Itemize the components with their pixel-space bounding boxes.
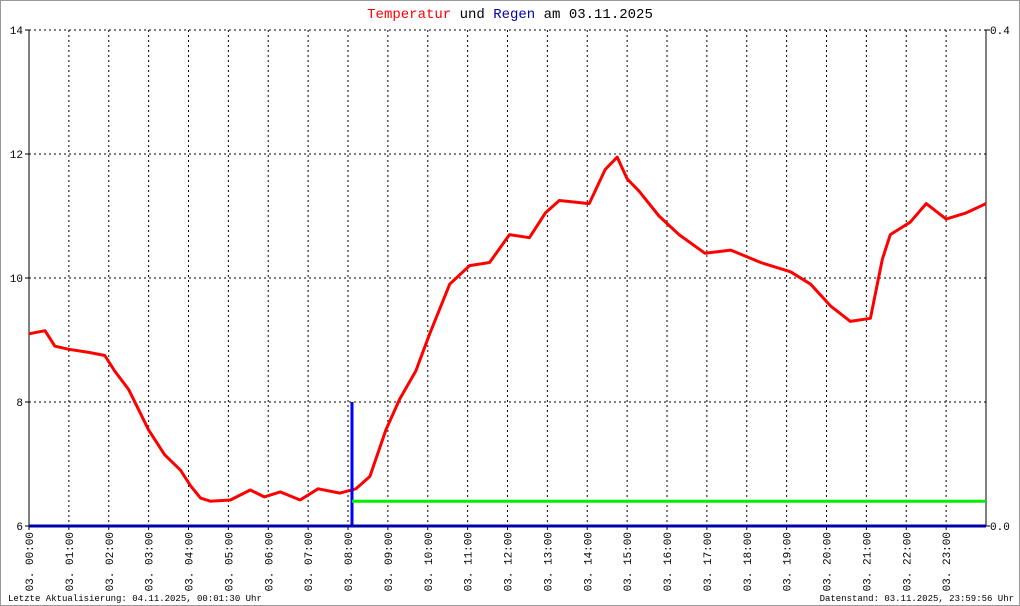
y-tick-label: 6 [16,522,23,534]
x-tick-label: 03. 14:00 [583,532,595,591]
x-tick-label: 03. 06:00 [264,532,276,591]
x-tick-label: 03. 02:00 [105,532,117,591]
x-tick-label: 03. 21:00 [862,532,874,591]
x-tick-label: 03. 17:00 [703,532,715,591]
rain-bar [350,402,354,526]
x-tick-label: 03. 13:00 [543,532,555,591]
x-tick-label: 03. 22:00 [902,532,914,591]
footer-right: Datenstand: 03.11.2025, 23:59:56 Uhr [820,594,1014,604]
y2-tick-label: 0.4 [990,26,1010,38]
footer-left: Letzte Aktualisierung: 04.11.2025, 00:01… [8,594,262,604]
x-tick-label: 03. 19:00 [783,532,795,591]
x-tick-label: 03. 09:00 [384,532,396,591]
title-series-2: Regen [493,7,535,23]
title-series-1: Temperatur [367,7,451,23]
title-word: am 03.11.2025 [544,7,653,23]
x-tick-label: 03. 11:00 [464,532,476,591]
x-tick-label: 03. 05:00 [224,532,236,591]
chart-title: Temperatur und Regen am 03.11.2025 [367,7,653,23]
y2-tick-label: 0.0 [990,522,1010,534]
x-tick-label: 03. 12:00 [504,532,516,591]
x-tick-label: 03. 03:00 [145,532,157,591]
y-tick-label: 8 [16,398,23,410]
title-word: und [460,7,485,23]
y-tick-label: 10 [10,274,23,286]
x-tick-label: 03. 07:00 [304,532,316,591]
x-tick-label: 03. 15:00 [623,532,635,591]
x-tick-label: 03. 00:00 [25,532,37,591]
x-tick-label: 03. 18:00 [743,532,755,591]
data-line [28,155,987,503]
x-tick-label: 03. 08:00 [344,532,356,591]
x-tick-label: 03. 23:00 [942,532,954,591]
y-tick-label: 14 [10,26,24,38]
x-tick-label: 03. 16:00 [663,532,675,591]
x-tick-label: 03. 10:00 [424,532,436,591]
x-tick-label: 03. 20:00 [823,532,835,591]
x-tick-label: 03. 01:00 [65,532,77,591]
x-tick-label: 03. 04:00 [185,532,197,591]
y-tick-label: 12 [10,150,23,162]
